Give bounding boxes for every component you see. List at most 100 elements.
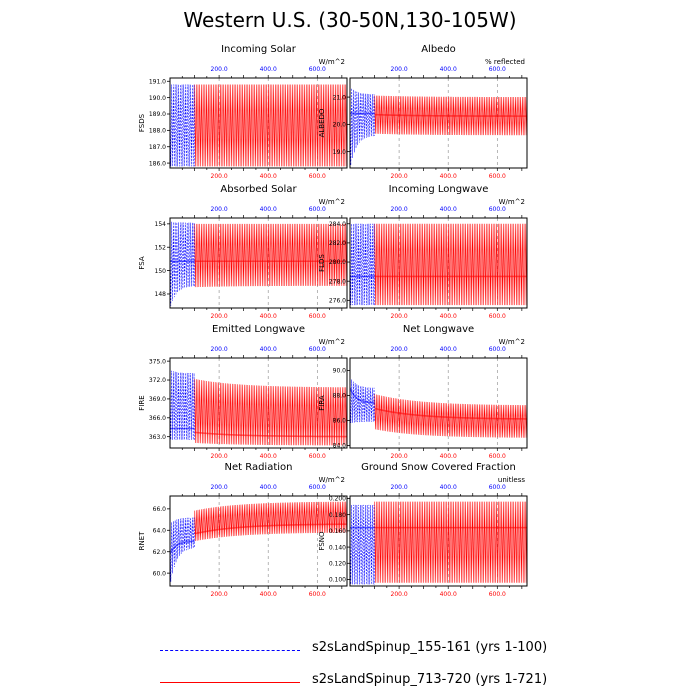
y-tick-label: 0.180: [329, 512, 346, 519]
bottom-tick-label: 600.0: [309, 173, 326, 180]
bottom-tick-label: 600.0: [309, 313, 326, 320]
y-tick-label: 278.0: [329, 278, 346, 285]
panel-frame: [169, 77, 348, 169]
top-tick-label: 400.0: [440, 346, 457, 353]
series-run2: [194, 84, 347, 167]
series-run2: [374, 95, 527, 136]
panel-albedo: Albedo % reflected ALBEDO 21.0 20.0 19.0 200.0…: [318, 44, 528, 180]
top-tick-label: 600.0: [309, 66, 326, 73]
series-run2: [194, 378, 347, 446]
panel-frame: [349, 217, 528, 309]
y-tick-label: 88.0: [333, 393, 347, 400]
series-line: [374, 223, 527, 306]
top-tick-label: 400.0: [440, 206, 457, 213]
y-tick-label: 189.0: [149, 111, 166, 118]
panel-units: W/m^2: [319, 58, 345, 66]
panel-units: W/m^2: [319, 476, 345, 484]
top-tick-label: 600.0: [309, 206, 326, 213]
top-tick-label: 200.0: [211, 66, 228, 73]
y-axis-label: ALBEDO: [318, 108, 326, 137]
panel-title: Albedo: [421, 44, 456, 55]
panel-fsno: Ground Snow Covered Fraction unitless FSNO…: [318, 462, 528, 598]
panel-flds: Incoming Longwave W/m^2 FLDS 284.0 282.0 280.…: [318, 184, 528, 320]
y-tick-label: 372.0: [149, 377, 166, 384]
legend-swatch-run2: [160, 682, 300, 683]
series-run2: [374, 501, 527, 583]
top-tick-label: 600.0: [489, 346, 506, 353]
y-tick-label: 66.0: [153, 506, 167, 513]
y-tick-label: 84.0: [333, 443, 347, 450]
y-axis-label: FIRE: [138, 395, 146, 410]
series-band: [350, 387, 375, 404]
bottom-tick-label: 200.0: [391, 173, 408, 180]
y-tick-label: 0.160: [329, 528, 346, 535]
top-tick-label: 200.0: [391, 206, 408, 213]
y-tick-label: 19.0: [333, 149, 347, 156]
panel-title: Absorbed Solar: [220, 184, 297, 195]
y-tick-label: 282.0: [329, 240, 346, 247]
series-run1: [350, 86, 375, 166]
panel-units: % reflected: [485, 58, 525, 66]
series-line: [170, 517, 195, 582]
top-tick-label: 200.0: [391, 66, 408, 73]
series-band: [374, 113, 527, 117]
series-run2: [194, 501, 347, 542]
series-band: [194, 523, 347, 535]
panel-units: unitless: [498, 476, 525, 484]
top-tick-label: 400.0: [260, 346, 277, 353]
series-run1: [350, 376, 375, 424]
panel-units: W/m^2: [499, 198, 525, 206]
series-run2: [374, 394, 527, 438]
series-line: [194, 84, 347, 167]
top-tick-label: 400.0: [260, 66, 277, 73]
y-tick-label: 0.200: [329, 496, 346, 503]
top-tick-label: 200.0: [211, 484, 228, 491]
bottom-tick-label: 400.0: [260, 453, 277, 460]
y-tick-label: 191.0: [149, 78, 166, 85]
y-axis-label: FSA: [138, 256, 146, 269]
panel-title: Ground Snow Covered Fraction: [361, 462, 516, 473]
series-line: [350, 86, 375, 166]
series-line: [374, 501, 527, 583]
legend-entry-run2: s2sLandSpinup_713-720 (yrs 1-721): [160, 672, 580, 692]
panel-frame: [349, 495, 528, 587]
y-axis-label: RNET: [138, 531, 146, 551]
y-tick-label: 276.0: [329, 298, 346, 305]
y-tick-label: 375.0: [149, 358, 166, 365]
y-tick-label: 62.0: [153, 549, 167, 556]
panel-rnet: Net Radiation W/m^2 RNET 66.0 64.0 62.0 60.0 20…: [138, 462, 348, 598]
series-band: [194, 431, 347, 438]
series-band: [170, 540, 195, 555]
bottom-tick-label: 600.0: [489, 453, 506, 460]
y-axis-label: FSDS: [138, 113, 146, 132]
bottom-tick-label: 600.0: [489, 173, 506, 180]
panel-title: Incoming Longwave: [389, 184, 489, 195]
bottom-tick-label: 400.0: [440, 313, 457, 320]
top-tick-label: 400.0: [440, 484, 457, 491]
bottom-tick-label: 200.0: [391, 313, 408, 320]
y-tick-label: 366.0: [149, 415, 166, 422]
y-tick-label: 0.140: [329, 544, 346, 551]
panel-title: Incoming Solar: [221, 44, 297, 55]
series-run1: [170, 369, 195, 440]
top-tick-label: 400.0: [260, 206, 277, 213]
panel-fsds: Incoming Solar W/m^2 FSDS 191.0 190.0 189.0 18…: [138, 44, 348, 180]
y-tick-label: 190.0: [149, 95, 166, 102]
bottom-tick-label: 200.0: [211, 591, 228, 598]
panel-frame: [349, 357, 528, 449]
top-tick-label: 600.0: [309, 484, 326, 491]
y-tick-label: 90.0: [333, 368, 347, 375]
y-tick-label: 369.0: [149, 396, 166, 403]
panel-frame: [349, 77, 528, 169]
bottom-tick-label: 200.0: [211, 313, 228, 320]
legend-swatch-run1: [160, 650, 300, 651]
legend-label-run1: s2sLandSpinup_155-161 (yrs 1-100): [312, 640, 548, 655]
series-line: [170, 84, 195, 167]
bottom-tick-label: 600.0: [489, 313, 506, 320]
bottom-tick-label: 400.0: [260, 591, 277, 598]
panel-frame: [169, 357, 348, 449]
legend-entry-run1: s2sLandSpinup_155-161 (yrs 1-100): [160, 640, 580, 660]
bottom-tick-label: 200.0: [391, 591, 408, 598]
y-tick-label: 0.100: [329, 577, 346, 584]
y-tick-label: 21.0: [333, 94, 347, 101]
